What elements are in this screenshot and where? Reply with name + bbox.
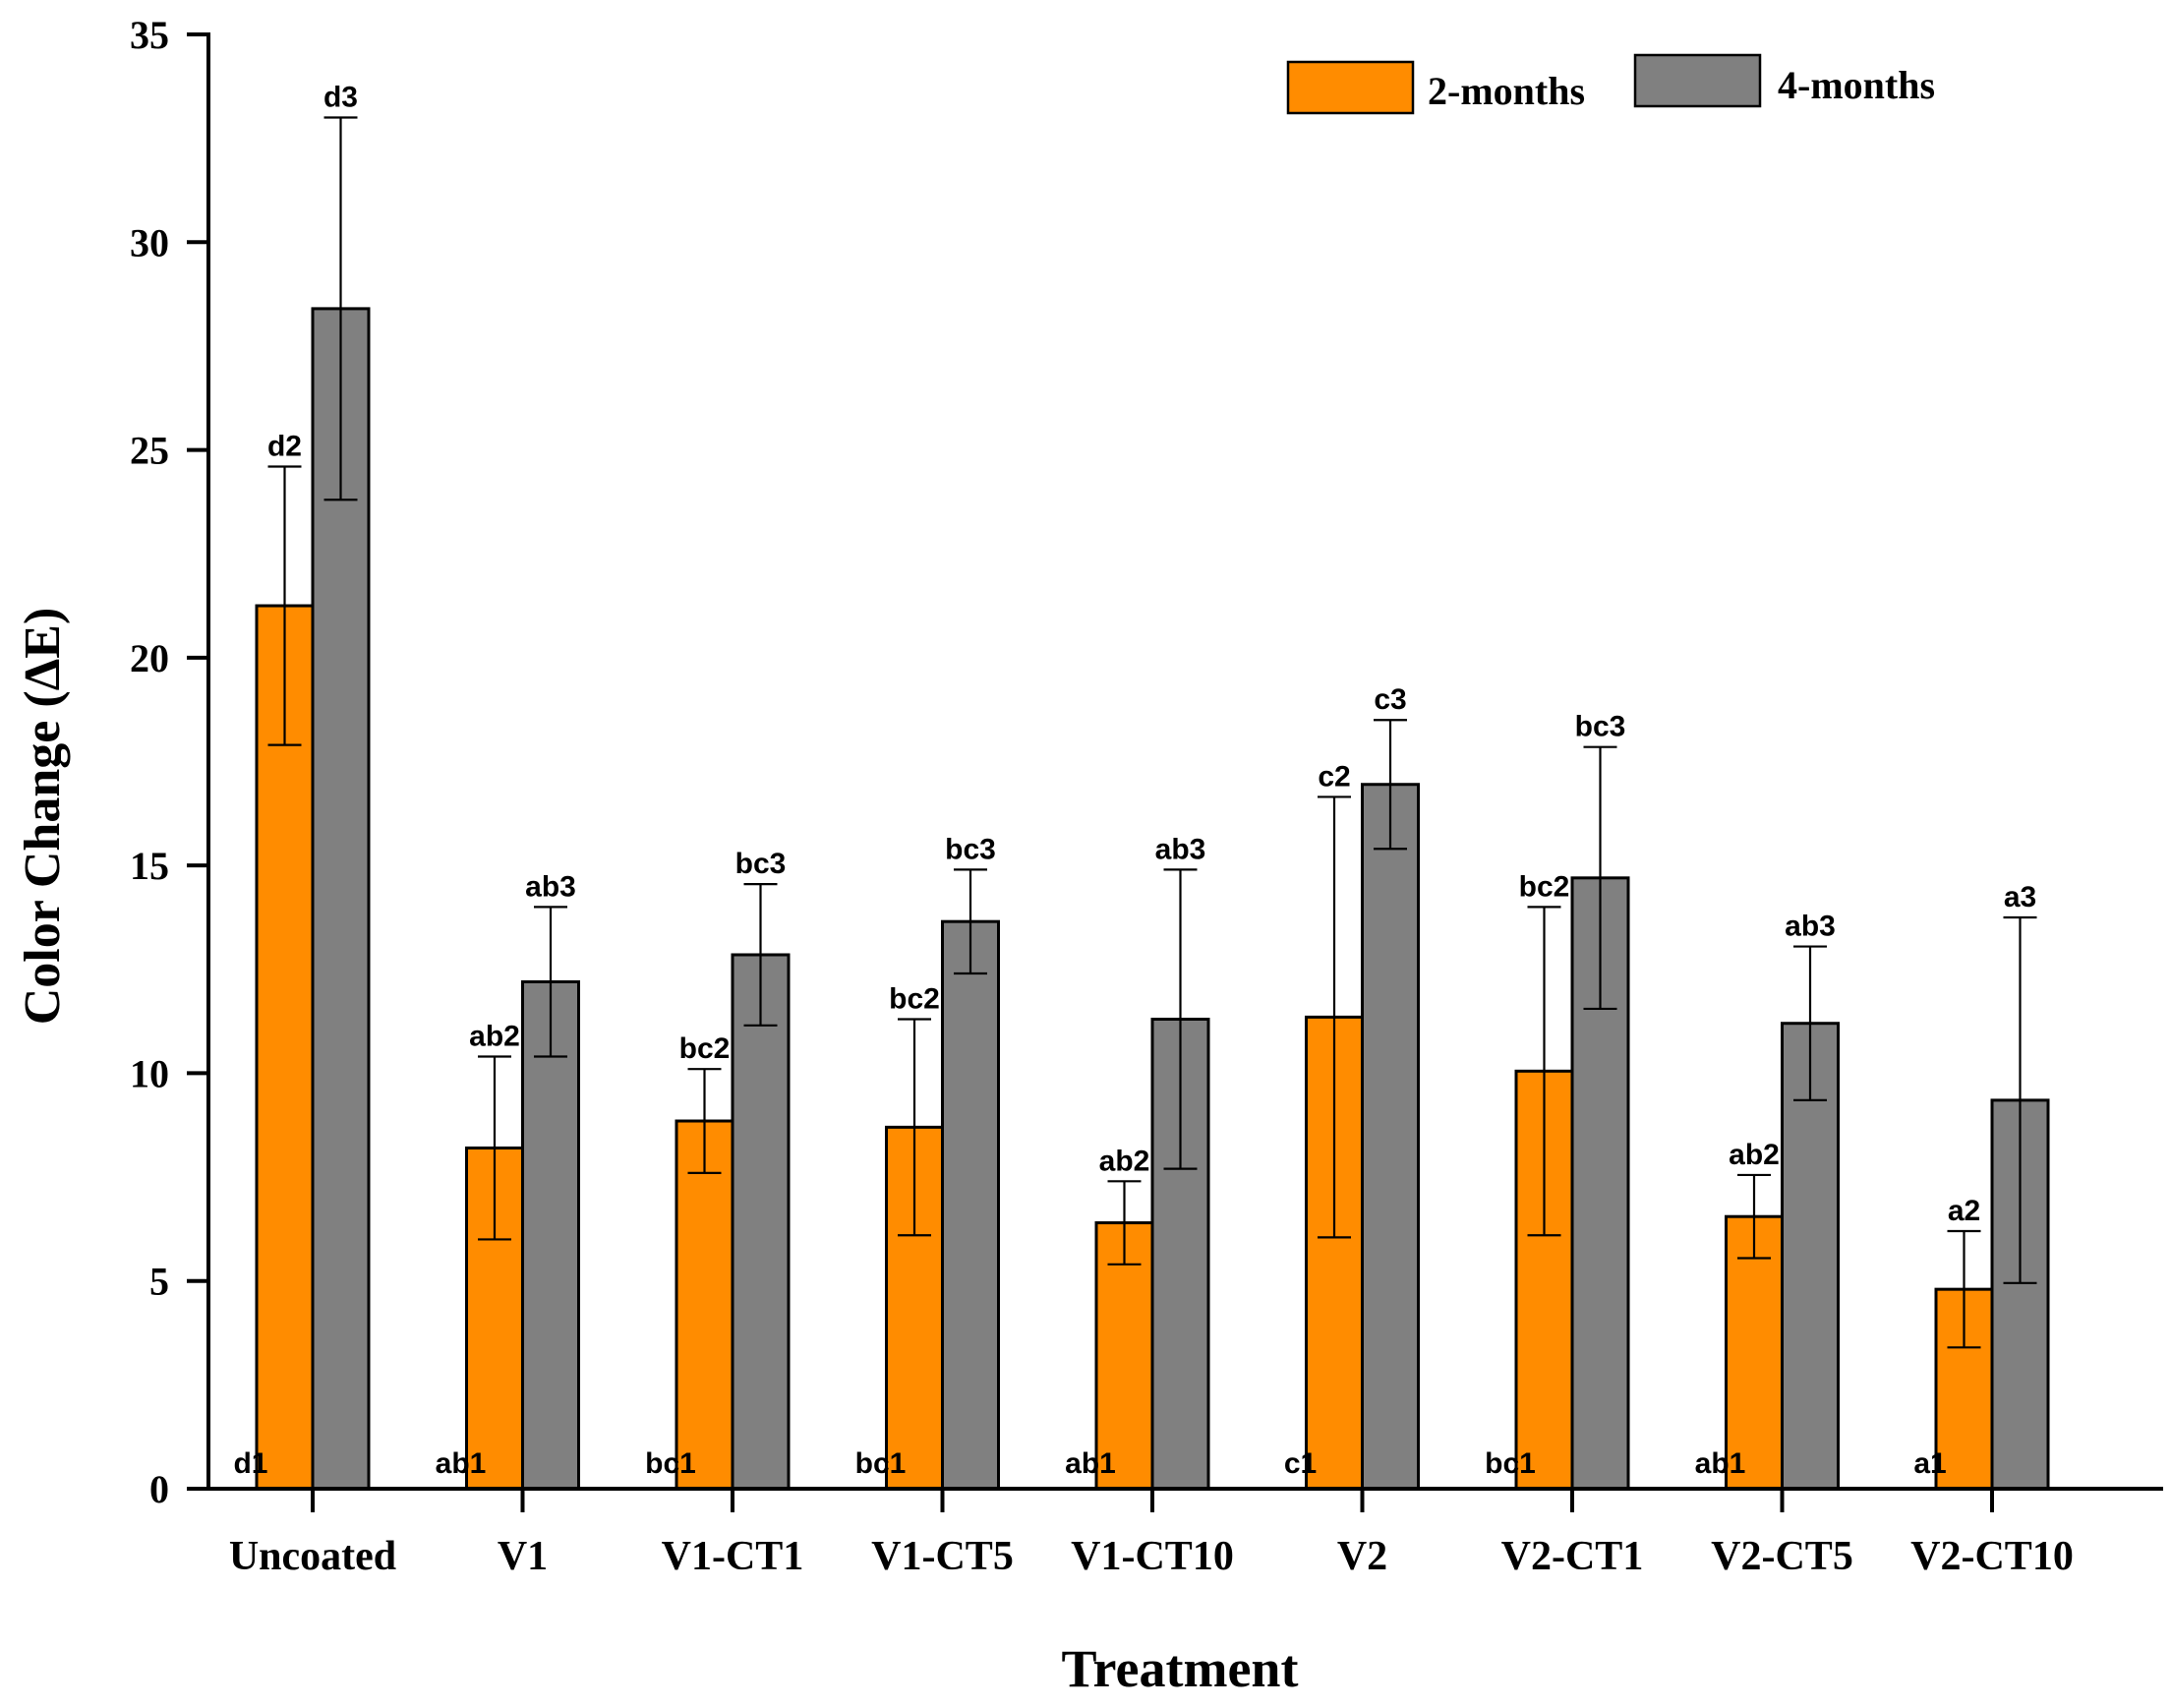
legend-swatch-2-months bbox=[1286, 60, 1415, 115]
legend-swatch-4-months bbox=[1633, 53, 1762, 108]
significance-labels: d1 d2 d3 ab1 ab2 ab3 bc1 bc2 bc3 bc1 bc2 bc3 ab1 ab2 a… bbox=[233, 82, 2036, 1480]
x-tick-label-v1-ct1: V1-CT1 bbox=[662, 1534, 804, 1579]
legend: 2-months 4-months bbox=[1286, 53, 1935, 115]
baseline-label-v2-ct5: ab1 bbox=[1695, 1447, 1746, 1480]
bars bbox=[255, 116, 2050, 1491]
sig-label-v1-2-months: ab2 bbox=[469, 1021, 520, 1053]
x-tick-label-v2-ct5: V2-CT5 bbox=[1711, 1534, 1853, 1579]
bar-v2-4-months bbox=[1361, 783, 1420, 1491]
sig-label-v2-ct1-4-months: bc3 bbox=[1575, 711, 1626, 743]
x-tick-label-v1: V1 bbox=[498, 1534, 548, 1579]
sig-label-v2-ct1-2-months: bc2 bbox=[1519, 870, 1570, 903]
sig-label-v1-ct10-2-months: ab2 bbox=[1099, 1145, 1150, 1177]
baseline-label-uncoated: d1 bbox=[233, 1447, 267, 1480]
bar-v1-4-months bbox=[521, 979, 580, 1491]
bar-uncoated-2-months bbox=[255, 604, 315, 1491]
sig-label-v2-2-months: c2 bbox=[1318, 760, 1350, 793]
bar-v1-ct10-2-months bbox=[1094, 1221, 1154, 1491]
sig-label-v2-ct10-2-months: a2 bbox=[1948, 1195, 1980, 1227]
legend-label-4-months: 4-months bbox=[1778, 63, 1935, 107]
sig-label-v1-ct1-2-months: bc2 bbox=[679, 1032, 731, 1065]
y-tick-label-0: 0 bbox=[149, 1467, 169, 1511]
bar-v1-ct1-2-months bbox=[675, 1119, 734, 1491]
x-tick-label-v2-ct10: V2-CT10 bbox=[1910, 1534, 2074, 1579]
y-axis-ticks: 0 5 10 15 20 25 30 35 bbox=[130, 13, 208, 1511]
bar-v1-ct1-4-months bbox=[731, 953, 791, 1491]
y-tick-label-30: 30 bbox=[130, 220, 169, 265]
y-tick-label-5: 5 bbox=[149, 1260, 169, 1304]
bar-uncoated-4-months bbox=[311, 307, 371, 1491]
x-tick-label-v2-ct1: V2-CT1 bbox=[1501, 1534, 1644, 1579]
sig-label-v2-ct5-2-months: ab2 bbox=[1729, 1139, 1780, 1171]
baseline-label-v1-ct10: ab1 bbox=[1065, 1447, 1116, 1480]
sig-label-uncoated-2-months: d2 bbox=[267, 430, 302, 462]
baseline-label-v2-ct1: bc1 bbox=[1485, 1447, 1536, 1480]
x-axis-ticks: Uncoated V1 V1-CT1 V1-CT5 V1-CT10 V2 V2-CT1 V2-… bbox=[229, 1489, 2074, 1579]
sig-label-v2-4-months: c3 bbox=[1374, 683, 1406, 716]
y-tick-label-10: 10 bbox=[130, 1051, 169, 1095]
baseline-label-v2: c1 bbox=[1284, 1447, 1317, 1480]
baseline-label-v1-ct1: bc1 bbox=[645, 1447, 696, 1480]
legend-label-2-months: 2-months bbox=[1428, 69, 1585, 113]
baseline-label-v1-ct5: bc1 bbox=[855, 1447, 907, 1480]
x-axis-title: Treatment bbox=[1062, 1639, 1299, 1698]
sig-label-v1-ct5-2-months: bc2 bbox=[889, 982, 940, 1015]
bar-v1-ct5-4-months bbox=[941, 919, 1000, 1491]
sig-label-v2-ct5-4-months: ab3 bbox=[1785, 911, 1836, 943]
y-tick-label-35: 35 bbox=[130, 13, 169, 57]
sig-label-v2-ct10-4-months: a3 bbox=[2004, 881, 2036, 913]
x-tick-label-v1-ct10: V1-CT10 bbox=[1071, 1534, 1234, 1579]
sig-label-v1-ct10-4-months: ab3 bbox=[1155, 833, 1206, 865]
sig-label-uncoated-4-months: d3 bbox=[323, 82, 358, 114]
x-tick-label-v2: V2 bbox=[1337, 1534, 1387, 1579]
y-tick-label-20: 20 bbox=[130, 636, 169, 680]
sig-label-v1-ct1-4-months: bc3 bbox=[735, 848, 787, 880]
baseline-label-v2-ct10: a1 bbox=[1913, 1447, 1946, 1480]
y-tick-label-15: 15 bbox=[130, 844, 169, 888]
baseline-label-v1: ab1 bbox=[436, 1447, 487, 1480]
sig-label-v1-4-months: ab3 bbox=[525, 870, 576, 903]
y-axis-title: Color Change (ΔE) bbox=[15, 608, 71, 1026]
x-tick-label-uncoated: Uncoated bbox=[229, 1534, 396, 1579]
sig-label-v1-ct5-4-months: bc3 bbox=[945, 833, 996, 865]
y-tick-label-25: 25 bbox=[130, 429, 169, 473]
x-tick-label-v1-ct5: V1-CT5 bbox=[871, 1534, 1014, 1579]
